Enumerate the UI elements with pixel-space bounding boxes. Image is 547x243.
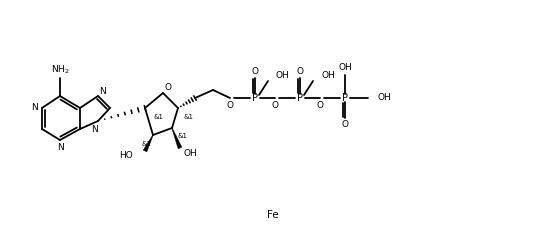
Text: O: O <box>165 83 172 92</box>
Polygon shape <box>172 128 182 149</box>
Text: &1: &1 <box>141 141 151 147</box>
Text: OH: OH <box>338 63 352 72</box>
Text: O: O <box>271 102 278 111</box>
Text: O: O <box>252 67 259 76</box>
Text: &1: &1 <box>153 114 163 120</box>
Text: OH: OH <box>184 148 198 157</box>
Text: OH: OH <box>378 94 392 103</box>
Text: N: N <box>57 144 63 153</box>
Text: P: P <box>297 93 303 103</box>
Text: O: O <box>317 102 323 111</box>
Text: P: P <box>342 93 348 103</box>
Text: NH$_2$: NH$_2$ <box>51 64 69 76</box>
Polygon shape <box>143 135 153 152</box>
Text: N: N <box>32 104 38 113</box>
Text: P: P <box>252 93 258 103</box>
Text: N: N <box>92 124 98 133</box>
Text: O: O <box>226 102 234 111</box>
Text: HO: HO <box>119 151 133 160</box>
Text: N: N <box>100 87 106 95</box>
Text: &1: &1 <box>177 133 187 139</box>
Text: OH: OH <box>276 71 290 80</box>
Text: Fe: Fe <box>267 210 279 220</box>
Text: O: O <box>296 67 304 76</box>
Text: OH: OH <box>321 71 335 80</box>
Text: &1: &1 <box>184 114 194 120</box>
Text: O: O <box>341 121 348 130</box>
